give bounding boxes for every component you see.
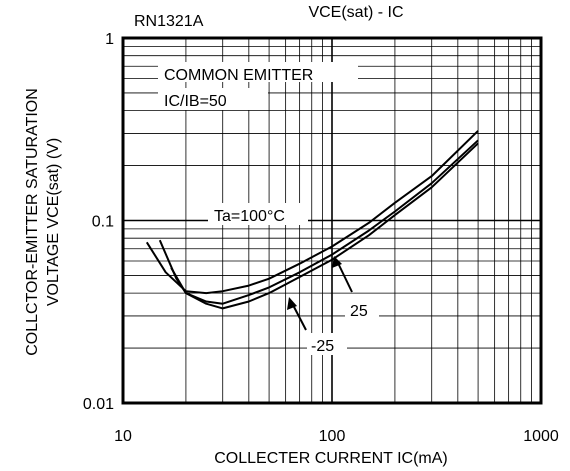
x-tick-labels: 10 100 1000 [114,428,559,445]
y-tick-label: 0.1 [92,214,114,231]
arrow-minus25-shaft [292,304,307,331]
series-lines [145,130,479,310]
x-tick-label: 10 [114,428,132,445]
series-label-bg-100 [208,203,308,225]
annotation-bg-1 [158,62,358,82]
chart-title: VCE(sat) - IC [308,4,403,21]
y-axis-label-line1: COLLCTOR-EMITTER SATURATION [24,88,41,356]
arrow-25-head [332,256,342,268]
series-label-bg-25 [345,298,379,320]
plot-frame [121,36,543,405]
arrow-minus25-head [287,297,297,310]
annotation-common-emitter: COMMON EMITTER [164,67,313,84]
series-line-2 [170,142,479,310]
x-tick-label: 100 [319,428,346,445]
x-tick-label: 1000 [523,428,559,445]
y-tick-labels: 0.01 0.1 1 [83,31,114,413]
series-label-25: 25 [350,303,368,320]
annotation-ic-ib: IC/IB=50 [164,93,227,110]
part-number: RN1321A [134,13,204,30]
series-line-1 [158,139,479,305]
x-axis-label: COLLECTER CURRENT IC(mA) [214,450,448,467]
annotation-bg-2 [158,88,268,110]
series-line-0 [145,130,479,295]
series-label-minus25: -25 [311,338,334,355]
series-label-bg-minus25 [307,333,347,355]
y-tick-label: 0.01 [83,396,114,413]
arrow-25-shaft [337,262,353,293]
series-label-100: Ta=100°C [214,208,285,225]
y-axis-label-line2: VOLTAGE VCE(sat) (V) [45,138,62,306]
y-tick-label: 1 [105,31,114,48]
